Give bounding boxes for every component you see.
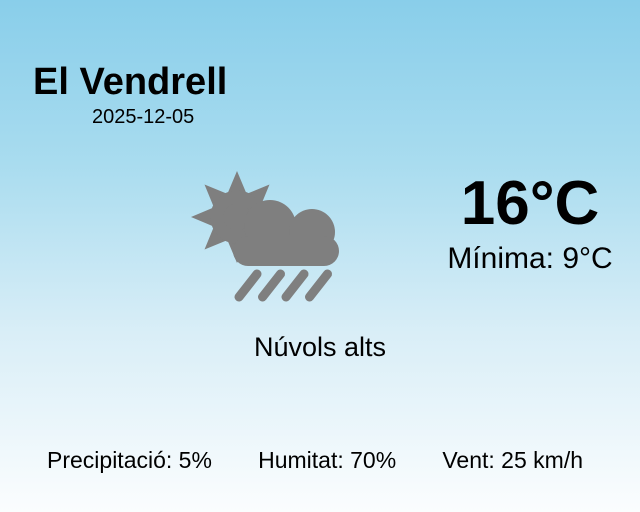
location-title: El Vendrell	[33, 61, 228, 103]
stat-wind: Vent: 25 km/h	[442, 447, 583, 473]
rain-drops-icon	[234, 269, 332, 302]
stat-humidity: Humitat: 70%	[258, 447, 397, 473]
stats-row: Precipitació: 5% Humitat: 70% Vent: 25 k…	[0, 449, 640, 472]
condition-label: Núvols alts	[253, 332, 387, 362]
minimum-temperature: Mínima: 9°C	[447, 242, 613, 275]
date-label: 2025-12-05	[92, 106, 195, 128]
cloud-icon	[233, 200, 339, 266]
sun-behind-rain-cloud-icon	[191, 171, 339, 302]
stat-precipitation: Precipitació: 5%	[47, 447, 212, 473]
temperature-value: 16°C	[460, 169, 600, 238]
